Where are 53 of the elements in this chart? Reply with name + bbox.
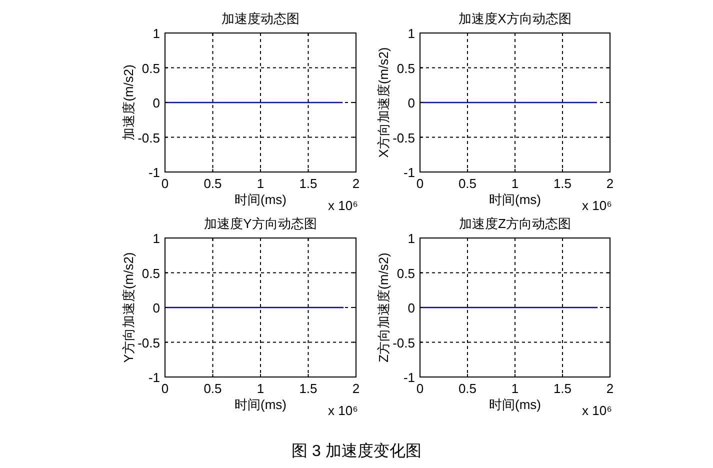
x-tick-label: 2	[606, 176, 614, 191]
x-tick-label: 1	[511, 176, 519, 191]
y-tick-label: 0	[408, 96, 415, 110]
chart-title: 加速度Z方向动态图	[459, 216, 571, 231]
y-tick-label: 1	[408, 26, 415, 41]
y-tick-label: 0	[408, 300, 415, 316]
x-tick-label: 1.5	[553, 381, 572, 396]
text: x 10⁶	[328, 403, 358, 418]
y-axis-title: X方向加速度(m/s2)	[376, 47, 391, 158]
y-tick-label: -1	[148, 165, 160, 180]
caption: 图 3 加速度变化图	[292, 442, 422, 460]
x-tick-label: 1.5	[553, 176, 572, 191]
y-tick-label: -0.5	[392, 130, 415, 146]
chart-title: 加速度动态图	[222, 11, 300, 26]
y-axis-title: Z方向加速度(m/s2)	[376, 252, 391, 362]
x-tick-label: 2	[352, 176, 360, 191]
text: x 10⁶	[582, 198, 612, 213]
y-tick-label: 1	[408, 231, 415, 246]
y-tick-label: 1	[152, 26, 160, 41]
x-tick-label: 1.5	[299, 381, 318, 396]
text: x 10⁶	[582, 403, 612, 418]
y-tick-label: 0.5	[396, 60, 415, 76]
x-axis-title: 时间(ms)	[489, 192, 541, 207]
y-axis-title: Y方向加速度(m/s2)	[121, 252, 136, 363]
y-tick-label: -0.5	[392, 335, 415, 350]
y-tick-label: -1	[403, 165, 415, 180]
y-tick-label: 0.5	[142, 60, 160, 76]
x-tick-label: 1	[256, 176, 264, 191]
y-tick-label: -1	[403, 370, 415, 385]
x-tick-label: 1	[256, 381, 264, 396]
x-tick-label: 0.5	[204, 381, 222, 396]
chart-title: 加速度X方向动态图	[458, 11, 572, 26]
y-tick-label: 1	[152, 231, 160, 246]
y-axis-title: 加速度(m/s2)	[121, 64, 136, 140]
y-tick-label: -0.5	[138, 130, 160, 146]
x-axis-title: 时间(ms)	[234, 192, 286, 207]
x-tick-label: 1.5	[299, 176, 318, 191]
x-tick-label: 0.5	[458, 176, 477, 191]
y-tick-label: 0	[152, 300, 160, 316]
x-tick-label: 2	[606, 381, 614, 396]
chart-title: 加速度Y方向动态图	[204, 216, 317, 231]
x-tick-label: 0.5	[204, 176, 222, 191]
y-tick-label: -1	[148, 370, 160, 385]
x-axis-title: 时间(ms)	[234, 397, 286, 412]
y-tick-label: 0.5	[142, 266, 160, 281]
x-tick-label: 0.5	[458, 381, 477, 396]
x-tick-label: 2	[352, 381, 360, 396]
y-tick-label: 0	[152, 96, 160, 110]
x-tick-label: 1	[511, 381, 519, 396]
x-axis-title: 时间(ms)	[489, 397, 541, 412]
y-tick-label: -0.5	[138, 335, 160, 350]
y-tick-label: 0.5	[396, 266, 415, 281]
text: x 10⁶	[328, 198, 358, 213]
